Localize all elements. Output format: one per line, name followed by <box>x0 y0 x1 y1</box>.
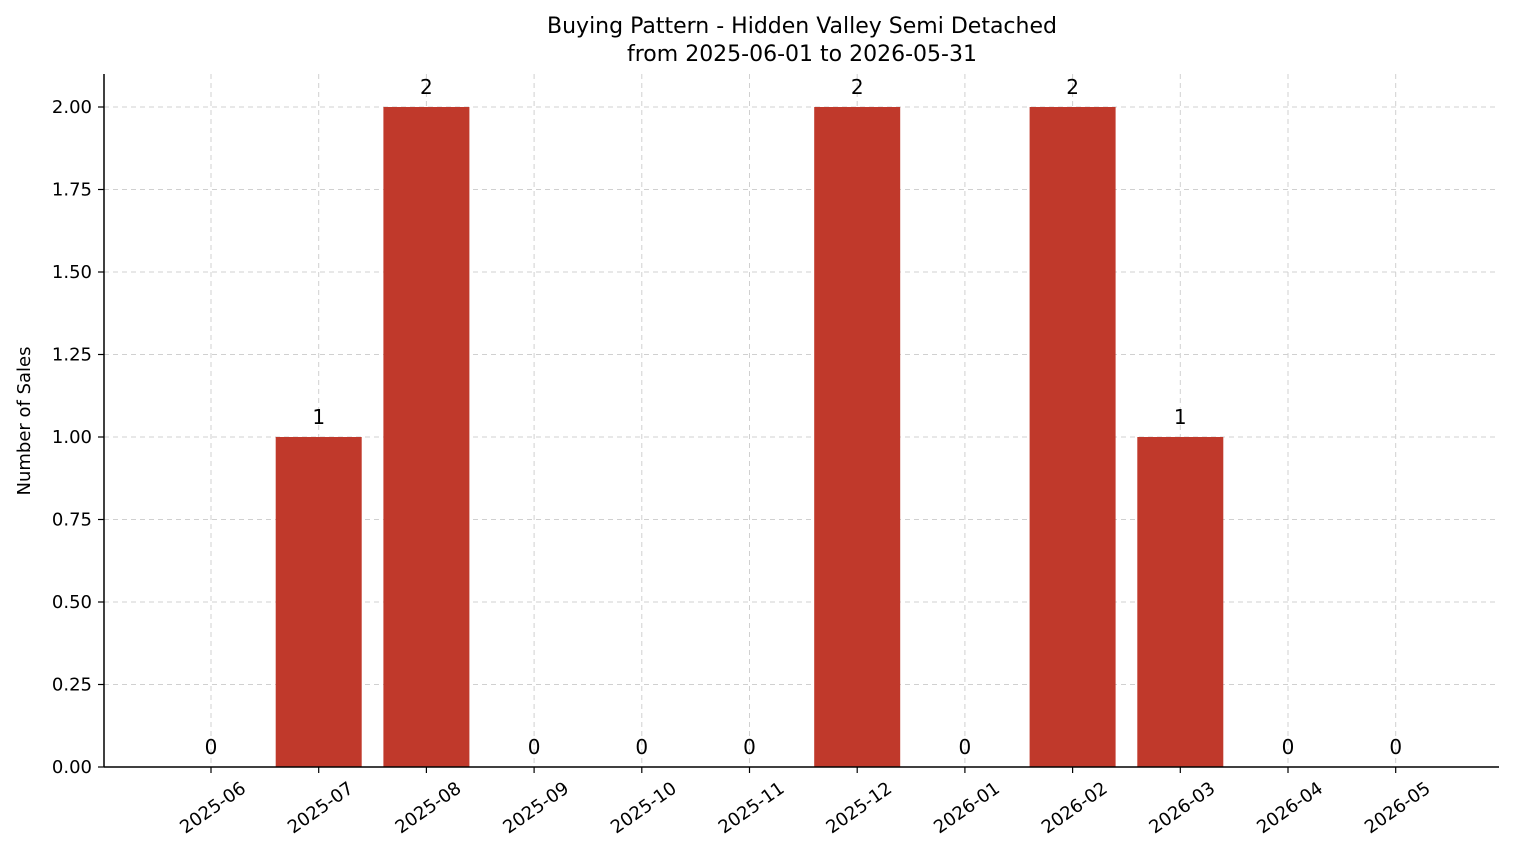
x-tick-label: 2025-10 <box>607 778 681 838</box>
data-label: 0 <box>635 735 648 759</box>
data-label: 0 <box>959 735 972 759</box>
y-tick-label: 0.75 <box>52 510 92 531</box>
y-tick-label: 1.50 <box>52 262 92 283</box>
bars <box>275 107 1224 767</box>
data-labels: 0 1 2 0 0 0 2 0 2 1 0 0 <box>205 75 1402 759</box>
data-label: 2 <box>420 75 433 99</box>
y-tick-label: 1.75 <box>52 180 92 201</box>
x-tick-label: 2025-09 <box>499 778 573 838</box>
x-tick-label: 2026-01 <box>930 778 1004 838</box>
chart-title: Buying Pattern - Hidden Valley Semi Deta… <box>547 14 1057 39</box>
data-label: 0 <box>528 735 541 759</box>
x-tick-label: 2025-07 <box>284 778 358 838</box>
x-tick-label: 2026-04 <box>1253 778 1327 838</box>
data-label: 0 <box>205 735 218 759</box>
data-label: 2 <box>851 75 864 99</box>
y-ticks: 0.00 0.25 0.50 0.75 1.00 1.25 1.50 1.75 2.00 <box>52 97 104 778</box>
data-label: 2 <box>1066 75 1079 99</box>
x-tick-label: 2025-06 <box>176 778 250 838</box>
y-tick-label: 0.50 <box>52 592 92 613</box>
x-tick-label: 2025-08 <box>392 778 466 838</box>
y-tick-label: 2.00 <box>52 97 92 118</box>
bar <box>383 107 470 767</box>
x-ticks: 2025-06 2025-07 2025-08 2025-09 2025-10 2025-… <box>176 767 1435 838</box>
bar <box>275 437 362 767</box>
data-label: 1 <box>312 405 325 429</box>
data-label: 1 <box>1174 405 1187 429</box>
y-tick-label: 1.25 <box>52 345 92 366</box>
y-tick-label: 0.25 <box>52 675 92 696</box>
y-tick-label: 1.00 <box>52 427 92 448</box>
data-label: 0 <box>1282 735 1295 759</box>
bar <box>814 107 901 767</box>
chart-subtitle: from 2025-06-01 to 2026-05-31 <box>627 42 977 67</box>
bar <box>1029 107 1116 767</box>
y-axis-label: Number of Sales <box>14 346 35 495</box>
x-tick-label: 2025-11 <box>715 778 789 838</box>
x-tick-label: 2025-12 <box>822 778 896 838</box>
data-label: 0 <box>743 735 756 759</box>
bar <box>1137 437 1224 767</box>
x-tick-label: 2026-05 <box>1361 778 1435 838</box>
y-tick-label: 0.00 <box>52 757 92 778</box>
x-tick-label: 2026-02 <box>1038 778 1112 838</box>
data-label: 0 <box>1389 735 1402 759</box>
x-tick-label: 2026-03 <box>1146 778 1220 838</box>
